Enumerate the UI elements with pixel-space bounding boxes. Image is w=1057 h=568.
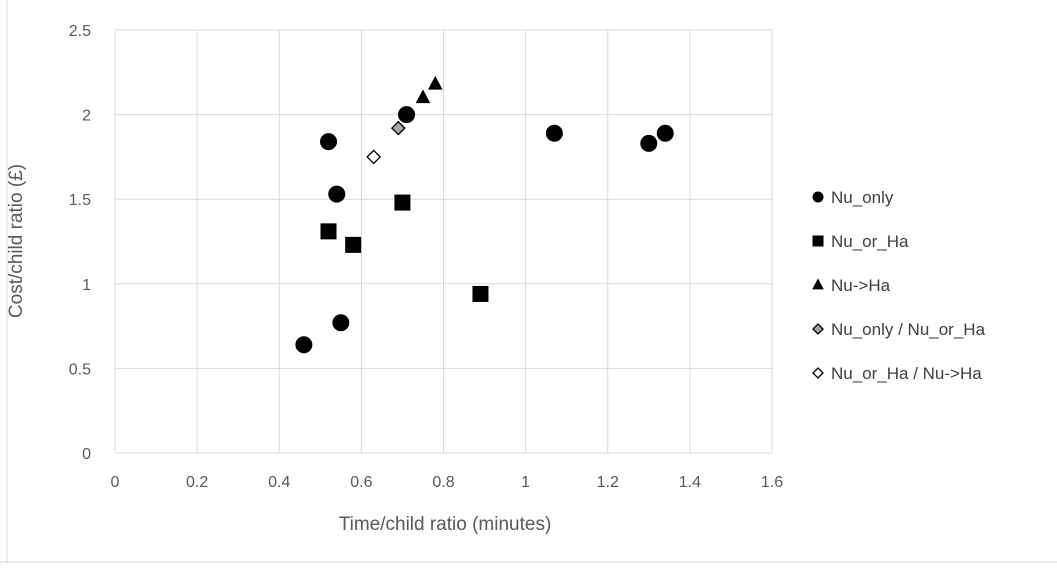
x-tick-label: 0.2: [186, 474, 208, 491]
legend-entry: Nu_only / Nu_or_Ha: [812, 320, 986, 339]
legend-label: Nu_or_Ha / Nu->Ha: [831, 364, 982, 383]
data-point-circle: [545, 124, 563, 142]
data-point-circle: [320, 133, 338, 151]
y-tick-label: 2: [82, 108, 91, 125]
x-tick-label: 0.4: [268, 474, 290, 491]
y-tick-label: 0.5: [69, 361, 91, 378]
legend-marker-diamond: [812, 367, 824, 379]
legend-entry: Nu_or_Ha / Nu->Ha: [812, 364, 982, 383]
legend-entry: Nu_only: [812, 188, 894, 207]
data-point-square: [394, 194, 411, 211]
data-point-circle: [656, 124, 674, 142]
data-point-circle: [398, 106, 416, 124]
legend-label: Nu_only / Nu_or_Ha: [831, 320, 986, 339]
data-point-circle: [295, 336, 313, 354]
legend-marker-diamond: [812, 323, 824, 335]
data-point-triangle: [427, 75, 443, 90]
x-tick-label: 1.2: [597, 474, 619, 491]
y-tick-label: 0: [82, 446, 91, 463]
y-tick-label: 1: [82, 277, 91, 294]
x-axis-title: Time/child ratio (minutes): [339, 514, 552, 535]
data-point-circle: [328, 185, 346, 203]
legend: Nu_only Nu_or_Ha Nu->Ha Nu_only / Nu_or_Ha N…: [812, 188, 986, 383]
data-point-triangle: [415, 89, 431, 104]
legend-marker-circle: [812, 191, 824, 203]
data-point-circle: [332, 314, 350, 332]
legend-label: Nu->Ha: [831, 276, 891, 295]
x-tick-label: 0: [111, 474, 120, 491]
legend-marker-square: [812, 235, 824, 247]
data-point-diamond: [390, 120, 406, 136]
x-tick-label: 1.4: [679, 474, 701, 491]
legend-entry: Nu_or_Ha: [812, 232, 909, 251]
legend-label: Nu_or_Ha: [831, 232, 909, 251]
x-tick-label: 1.6: [761, 474, 783, 491]
data-points: [295, 75, 674, 354]
legend-entry: Nu->Ha: [812, 276, 891, 295]
gridlines: [114, 29, 773, 454]
data-point-diamond: [366, 149, 382, 165]
x-tick-label: 0.6: [350, 474, 372, 491]
legend-marker-triangle: [812, 278, 824, 290]
data-point-square: [345, 236, 362, 253]
data-point-circle: [640, 134, 658, 152]
x-tick-label: 0.8: [432, 474, 454, 491]
data-point-square: [472, 285, 489, 302]
tick-labels: 0 0.2 0.4 0.6 0.8 1 1.2 1.4 1.6 0 0.5 1 1.5 2 2.5: [69, 23, 783, 491]
y-tick-label: 2.5: [69, 23, 91, 40]
y-axis-title: Cost/child ratio (£): [6, 164, 27, 318]
data-point-square: [320, 223, 337, 240]
x-tick-label: 1: [521, 474, 530, 491]
y-tick-label: 1.5: [69, 192, 91, 209]
legend-label: Nu_only: [831, 188, 894, 207]
